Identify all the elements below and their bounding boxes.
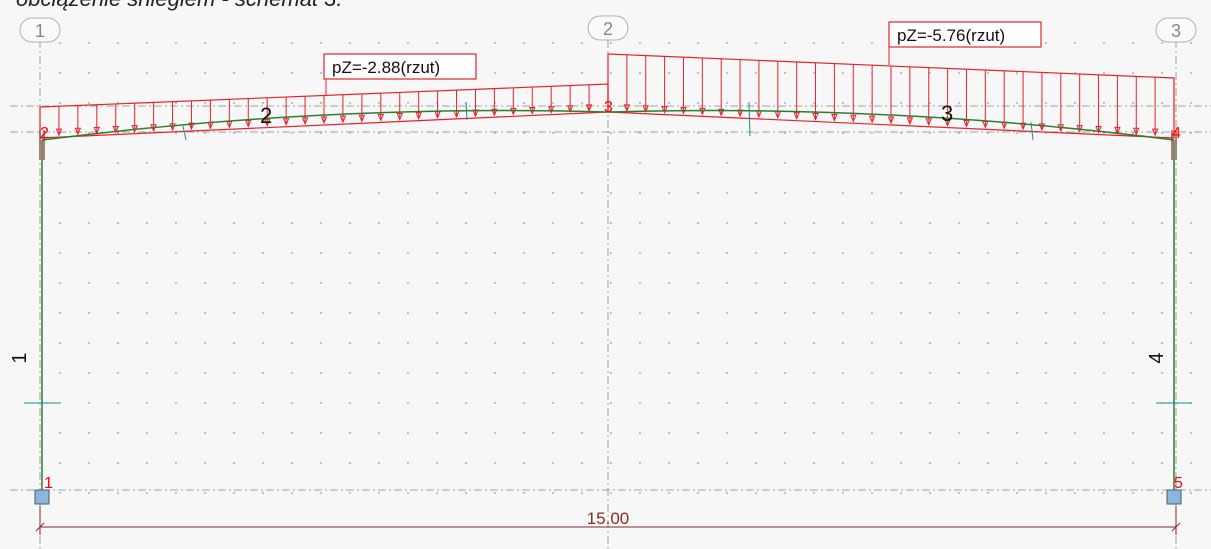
load-arrow-right-head xyxy=(925,118,932,127)
load-arrow-left-head xyxy=(415,112,422,120)
node-label-5: 5 xyxy=(1174,475,1183,492)
load-label-right: pZ=-5.76(rzut) xyxy=(897,26,1005,45)
member-label-1: 1 xyxy=(9,352,31,363)
load-arrow-right-head xyxy=(1133,127,1140,136)
load-label-box-right xyxy=(888,21,1042,48)
load-arrow-right-head xyxy=(1151,128,1159,137)
load-arrow-left-head xyxy=(566,105,574,114)
load-arrow-right-head xyxy=(906,117,914,126)
load-arrow-left-head xyxy=(169,123,176,132)
load-arrow-left-head xyxy=(112,126,119,134)
node-label-3: 3 xyxy=(604,99,613,116)
load-arrow-right-head xyxy=(831,113,838,122)
load-arrow-right-head xyxy=(717,108,725,117)
load-arrow-left-head xyxy=(263,119,271,127)
load-arrows-right xyxy=(623,54,1159,137)
axis-label-3: 3 xyxy=(1171,21,1181,41)
load-arrows-left xyxy=(55,84,593,137)
load-arrow-left-head xyxy=(245,119,252,128)
load-arrow-left-head xyxy=(188,122,195,131)
load-arrow-left-head xyxy=(339,115,347,124)
load-label-box-left xyxy=(323,53,477,80)
load-arrow-right-head xyxy=(661,106,668,114)
load-arrow-right-head xyxy=(1114,126,1121,135)
load-arrow-left-head xyxy=(377,113,385,122)
node-label-4: 4 xyxy=(1172,125,1181,142)
axis-label-1: 1 xyxy=(35,21,45,41)
load-label-left: pZ=-2.88(rzut) xyxy=(332,58,440,77)
load-arrow-right-head xyxy=(963,119,970,128)
load-arrow-right-head xyxy=(850,114,857,123)
node-label-1: 1 xyxy=(44,475,53,492)
load-arrow-left-head xyxy=(510,107,517,116)
diagram-title: obciążenie śniegiem - schemat 3. xyxy=(16,0,343,12)
load-arrow-right-head xyxy=(1019,122,1027,131)
support-node-5 xyxy=(1166,489,1182,505)
load-arrow-left-head xyxy=(320,116,328,125)
dimension-line xyxy=(35,506,1181,535)
axis-bubble-3: 3 xyxy=(1155,17,1197,43)
node-label-2: 2 xyxy=(40,125,49,142)
load-arrow-left-head xyxy=(491,108,498,117)
load-arrow-right-head xyxy=(868,115,876,124)
load-arrow-right-head xyxy=(642,105,649,114)
load-arrow-right-head xyxy=(1038,123,1046,132)
load-arrow-left-head xyxy=(358,114,366,123)
member-label-4: 4 xyxy=(1146,352,1168,363)
eave-hinges xyxy=(39,130,1177,160)
support-node-1 xyxy=(34,489,50,505)
load-arrow-left-head xyxy=(396,113,403,121)
load-arrow-right-head xyxy=(1095,126,1102,134)
axis-bubble-2: 2 xyxy=(587,15,629,41)
load-arrow-left-head xyxy=(74,127,82,136)
load-arrow-right-head xyxy=(944,119,951,127)
load-arrow-right-head xyxy=(793,112,800,120)
load-arrow-right-head xyxy=(699,107,706,116)
load-arrow-right-head xyxy=(623,104,631,113)
load-arrow-left-head xyxy=(55,128,63,137)
load-arrow-left-head xyxy=(547,106,555,114)
load-arrow-left-head xyxy=(93,126,101,135)
member-3-rafter-right xyxy=(607,109,1175,141)
load-arrow-left-head xyxy=(282,118,290,127)
load-arrow-left-head xyxy=(585,104,593,113)
load-arrow-right-head xyxy=(812,113,819,121)
axis-bubble-1: 1 xyxy=(19,17,61,43)
dot-grid xyxy=(59,42,1192,494)
member-label-3: 3 xyxy=(941,101,953,126)
dimension-value: 15.00 xyxy=(587,509,630,528)
member-2-rafter-left xyxy=(41,109,609,141)
member-label-2: 2 xyxy=(260,103,272,128)
load-arrow-right-head xyxy=(887,116,895,125)
member-division-ticks xyxy=(24,101,1192,404)
axis-label-2: 2 xyxy=(603,19,613,39)
load-arrow-left-head xyxy=(301,117,309,126)
